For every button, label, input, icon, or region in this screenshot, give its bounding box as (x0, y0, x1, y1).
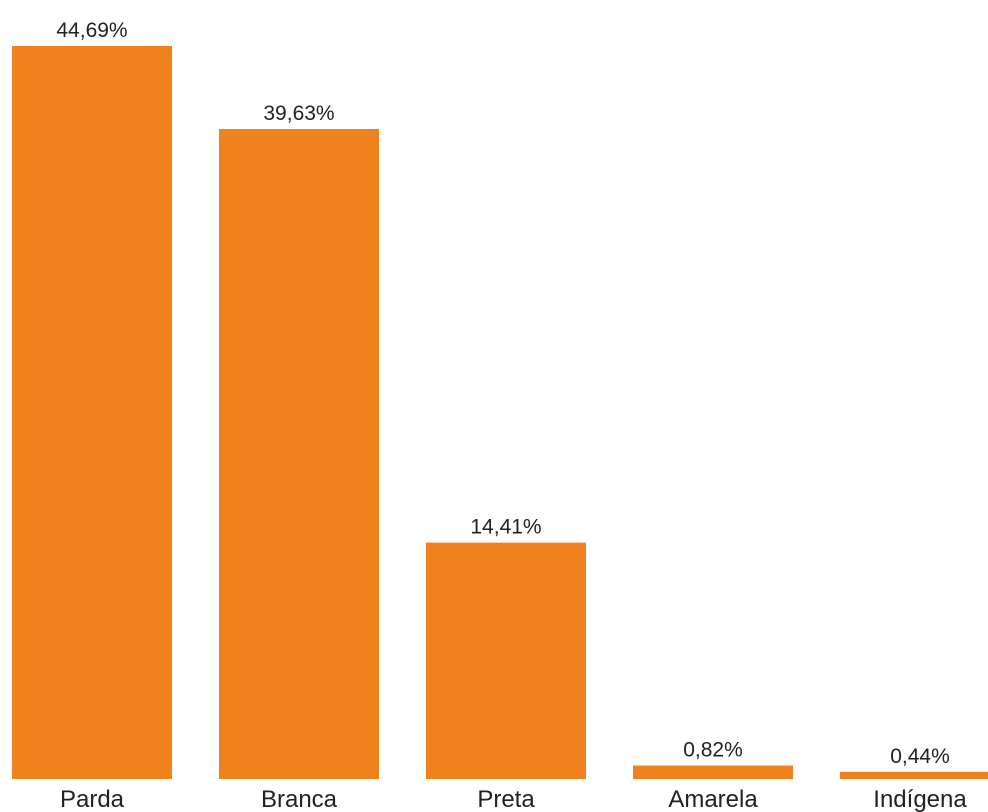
bar-branca (219, 128, 379, 779)
bar-indígena (840, 771, 988, 779)
bar-parda (12, 46, 172, 779)
category-label-preta: Preta (477, 786, 535, 812)
bars-group (12, 46, 988, 779)
data-label-parda: 44,69% (56, 19, 127, 42)
data-label-preta: 14,41% (470, 516, 541, 539)
category-label-amarela: Amarela (668, 786, 758, 812)
category-label-parda: Parda (60, 786, 125, 812)
data-label-indígena: 0,44% (890, 745, 950, 768)
data-label-branca: 39,63% (263, 102, 334, 125)
data-labels-group: 44,69% 39,63% 14,41% 0,82% 0,44% (56, 19, 949, 768)
bar-preta (426, 542, 586, 779)
category-label-indígena: Indígena (873, 786, 967, 812)
data-label-amarela: 0,82% (683, 739, 743, 762)
category-labels-group: Parda Branca Preta Amarela Indígena (60, 786, 967, 812)
bar-amarela (633, 765, 793, 779)
category-label-branca: Branca (261, 786, 338, 812)
